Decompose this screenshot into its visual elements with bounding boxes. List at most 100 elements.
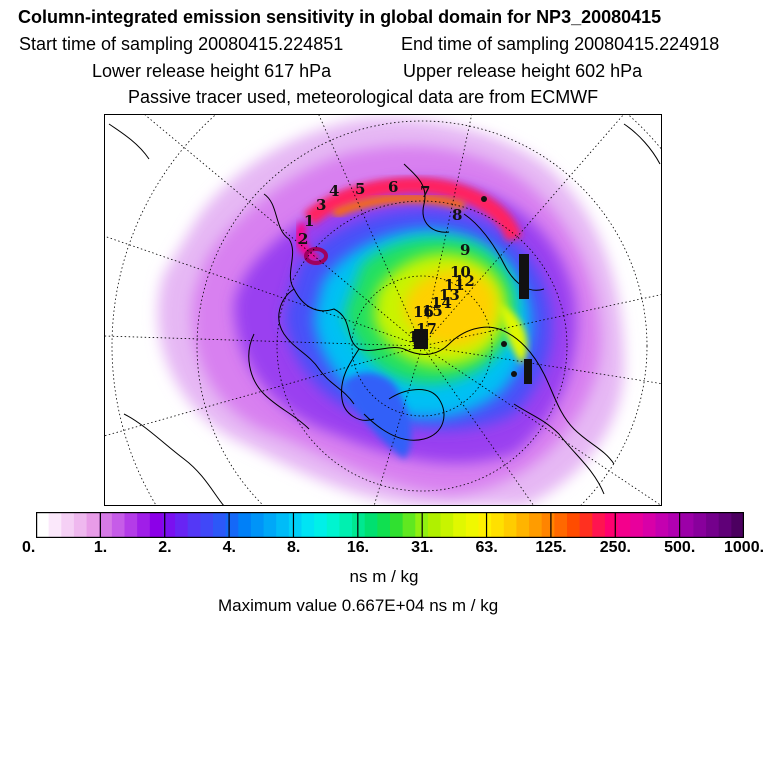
- colorbar-tick-label: 1.: [93, 539, 108, 556]
- flight-track-points: [414, 196, 532, 384]
- track-label: 15: [422, 302, 443, 320]
- sensitivity-field: [157, 118, 625, 506]
- colorbar-cells: [36, 512, 744, 538]
- upper-release-label: Upper release height 602 hPa: [403, 61, 643, 81]
- colorbar-cell: [86, 512, 100, 538]
- start-time-label: Start time of sampling 20080415.224851: [19, 34, 344, 54]
- colorbar-cell: [567, 512, 581, 538]
- colorbar-cell: [238, 512, 252, 538]
- colorbar-cell: [693, 512, 707, 538]
- colorbar-cell: [453, 512, 467, 538]
- colorbar-cell: [465, 512, 480, 538]
- colorbar-cell: [731, 512, 744, 538]
- colorbar-cell: [36, 512, 50, 538]
- colorbar-cell: [554, 512, 568, 538]
- colorbar-cell: [73, 512, 88, 538]
- track-label: 4: [329, 182, 339, 200]
- colorbar-cell: [503, 512, 518, 538]
- graticule: [104, 114, 662, 506]
- track-label: 9: [460, 241, 470, 259]
- colorbar-cell: [427, 512, 442, 538]
- colorbar-tick-label: 1000.: [724, 539, 765, 556]
- colorbar-cell: [478, 512, 492, 538]
- colorbar-cell: [61, 512, 75, 538]
- colorbar-tick-label: 8.: [286, 539, 301, 556]
- colorbar-cell: [655, 512, 669, 538]
- track-label: 5: [355, 180, 365, 198]
- colorbar-cell: [213, 512, 227, 538]
- track-label: 13: [439, 286, 460, 304]
- colorbar-units: ns m / kg: [349, 567, 419, 586]
- colorbar-tick-label: 250.: [599, 539, 631, 556]
- colorbar-cell: [339, 512, 353, 538]
- colorbar-cell: [200, 512, 214, 538]
- colorbar-cell: [592, 512, 606, 538]
- colorbar-tick-label: 0.: [22, 539, 36, 556]
- colorbar-cell: [301, 512, 315, 538]
- maximum-value-label: Maximum value 0.667E+04 ns m / kg: [218, 596, 499, 615]
- track-label: 18: [408, 328, 429, 346]
- colorbar: [36, 512, 744, 538]
- colorbar-tick-label: 63.: [475, 539, 498, 556]
- track-label: 12: [454, 272, 475, 290]
- colorbar-cell: [99, 512, 113, 538]
- colorbar-cell: [718, 512, 732, 538]
- colorbar-cell: [111, 512, 126, 538]
- track-label: 7: [420, 183, 430, 201]
- colorbar-tick-label: 125.: [535, 539, 567, 556]
- colorbar-cell: [604, 512, 619, 538]
- colorbar-tick-label: 500.: [664, 539, 696, 556]
- colorbar-cell: [364, 512, 378, 538]
- track-label: 16: [413, 303, 434, 321]
- track-label: 8: [452, 206, 462, 224]
- track-label: 14: [431, 294, 452, 312]
- colorbar-cell: [276, 512, 290, 538]
- colorbar-tick-label: 2.: [158, 539, 172, 556]
- colorbar-cell: [668, 512, 682, 538]
- colorbar-cell: [314, 512, 328, 538]
- track-label: 3: [316, 196, 326, 214]
- colorbar-cell: [516, 512, 530, 538]
- colorbar-cell: [630, 512, 644, 538]
- track-label: 11: [444, 276, 465, 294]
- colorbar-cell: [48, 512, 62, 538]
- colorbar-cell: [225, 512, 239, 538]
- colorbar-cell: [440, 512, 454, 538]
- lower-release-label: Lower release height 617 hPa: [92, 61, 332, 81]
- end-time-label: End time of sampling 20080415.224918: [401, 34, 720, 54]
- colorbar-cell: [377, 512, 391, 538]
- colorbar-cell: [352, 512, 366, 538]
- track-label: 1: [304, 212, 314, 230]
- colorbar-cell: [187, 512, 201, 538]
- vortex-feature: [304, 247, 328, 265]
- colorbar-frame: [36, 512, 744, 538]
- colorbar-cell: [680, 512, 695, 538]
- colorbar-cell: [137, 512, 151, 538]
- track-label: 17: [416, 320, 437, 338]
- colorbar-cell: [288, 512, 303, 538]
- colorbar-cell: [390, 512, 404, 538]
- colorbar-cell: [491, 512, 505, 538]
- colorbar-tick-label: 4.: [222, 539, 236, 556]
- sensitivity-map: 1 2 3 4 5 6 7 8 9 10 11 12 13 14 15 16 1…: [104, 114, 662, 506]
- colorbar-cell: [326, 512, 341, 538]
- colorbar-cell: [175, 512, 189, 538]
- colorbar-tick-label: 31.: [411, 539, 434, 556]
- colorbar-cell: [617, 512, 631, 538]
- colorbar-cell: [706, 512, 720, 538]
- coastlines: [108, 123, 661, 506]
- colorbar-cell: [642, 512, 657, 538]
- track-number-labels: 1 2 3 4 5 6 7 8 9 10 11 12 13 14 15 16 1…: [298, 178, 475, 346]
- colorbar-cell: [124, 512, 138, 538]
- track-label: 6: [388, 178, 398, 196]
- colorbar-cell: [529, 512, 543, 538]
- plot-title: Column-integrated emission sensitivity i…: [18, 7, 662, 27]
- colorbar-cell: [149, 512, 164, 538]
- colorbar-cell: [579, 512, 593, 538]
- colorbar-cell: [541, 512, 555, 538]
- tracer-info-label: Passive tracer used, meteorological data…: [128, 87, 599, 107]
- colorbar-cell: [402, 512, 416, 538]
- colorbar-dividers: [99, 512, 681, 538]
- track-label: 2: [298, 230, 308, 248]
- colorbar-cell: [250, 512, 265, 538]
